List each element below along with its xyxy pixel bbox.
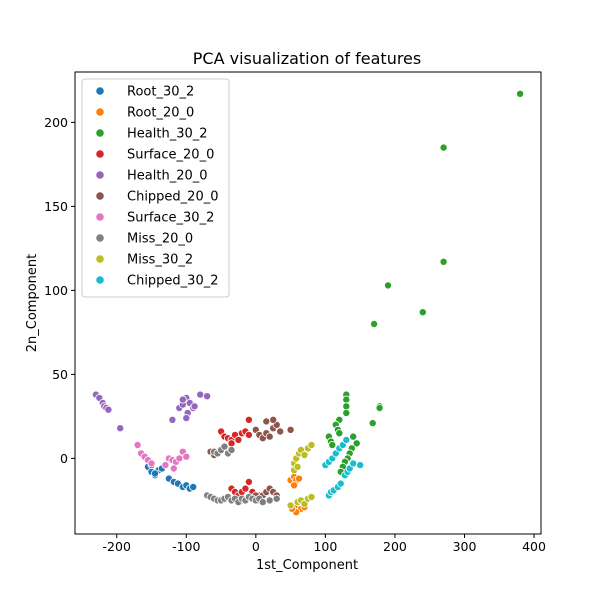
data-point-surface-30-2-12	[169, 464, 178, 473]
data-point-health-30-2-18	[352, 439, 361, 448]
data-point-miss-20-0-22	[258, 498, 267, 507]
data-point-health-20-0-17	[178, 395, 187, 404]
x-tick-label: 300	[453, 539, 477, 554]
legend-marker-health-30-2	[95, 128, 105, 138]
data-point-miss-20-0-24	[272, 494, 281, 503]
data-point-health-20-0-5	[104, 405, 113, 414]
legend: Root_30_2 Root_20_0 Health_30_2 Surface_20_…	[81, 78, 230, 298]
data-point-root-30-2-13	[150, 469, 159, 478]
data-point-miss-20-0-5	[227, 445, 236, 454]
legend-marker-root-30-2	[95, 86, 105, 96]
data-point-root-20-0-4	[290, 481, 299, 490]
plot-frame	[74, 71, 542, 535]
legend-label-root-20-0: Root_20_0	[127, 106, 194, 121]
legend-label-chipped-20-0: Chipped_20_0	[127, 190, 219, 205]
legend-label-health-30-2: Health_30_2	[127, 127, 208, 142]
data-point-health-30-2-2	[439, 257, 448, 266]
data-point-health-30-2-0	[516, 89, 525, 98]
data-point-miss-30-2-14	[286, 501, 295, 510]
data-point-health-20-0-6	[116, 424, 125, 433]
data-point-surface-30-2-4	[147, 459, 156, 468]
y-tick-label: 100	[44, 283, 68, 298]
data-point-health-20-0-15	[203, 392, 212, 401]
y-tick-label: 50	[52, 367, 68, 382]
points-layer	[91, 89, 525, 517]
data-point-chipped-20-0-10	[262, 417, 271, 426]
data-point-chipped-30-2-11	[336, 479, 345, 488]
data-point-miss-30-2-13	[307, 492, 316, 501]
legend-label-chipped-30-2: Chipped_30_2	[127, 274, 219, 289]
data-point-health-30-2-9	[342, 408, 351, 417]
y-tick-label: 0	[60, 451, 68, 466]
x-tick-label: -100	[172, 539, 200, 554]
x-tick-label: -200	[103, 539, 131, 554]
x-tick-label: 0	[252, 539, 260, 554]
data-point-health-30-2-27	[368, 419, 377, 428]
ticks-layer: -200 -100 0 100 200 300 400 0 50 100 150 200	[44, 115, 546, 554]
data-point-surface-20-0-9	[244, 430, 253, 439]
data-point-surface-30-2-0	[133, 440, 142, 449]
legend-marker-miss-30-2	[95, 254, 105, 264]
data-point-health-30-2-1	[439, 143, 448, 152]
legend-marker-surface-20-0	[95, 149, 105, 159]
legend-box	[81, 78, 230, 298]
data-point-miss-30-2-6	[307, 440, 316, 449]
legend-label-root-30-2: Root_30_2	[127, 85, 194, 100]
data-point-surface-30-2-11	[161, 461, 170, 470]
legend-marker-health-20-0	[95, 170, 105, 180]
data-point-health-30-2-5	[370, 319, 379, 328]
data-point-health-30-2-13	[335, 429, 344, 438]
legend-marker-surface-30-2	[95, 212, 105, 222]
data-point-surface-20-0-11	[244, 415, 253, 424]
data-point-surface-20-0-10	[227, 439, 236, 448]
legend-marker-chipped-30-2	[95, 275, 105, 285]
data-point-health-20-0-7	[168, 415, 177, 424]
y-axis-label: 2n_Component	[25, 254, 40, 352]
chart-title: PCA visualization of features	[193, 49, 421, 68]
y-tick-label: 200	[44, 115, 68, 130]
x-axis-label: 1st_Component	[256, 558, 358, 573]
data-point-surface-20-0-6	[234, 435, 243, 444]
data-point-health-20-0-13	[190, 402, 199, 411]
legend-marker-root-20-0	[95, 107, 105, 117]
data-point-health-20-0-18	[182, 414, 191, 423]
legend-label-surface-30-2: Surface_30_2	[127, 211, 214, 226]
data-point-chipped-20-0-9	[276, 427, 285, 436]
data-point-chipped-30-2-16	[349, 459, 358, 468]
data-point-surface-30-2-8	[175, 454, 184, 463]
data-point-chipped-20-0-11	[269, 415, 278, 424]
data-point-surface-20-0-17	[244, 477, 253, 486]
x-tick-label: 200	[383, 539, 407, 554]
data-point-chipped-20-0-6	[265, 432, 274, 441]
data-point-health-20-0-14	[196, 390, 205, 399]
legend-marker-miss-20-0	[95, 233, 105, 243]
x-tick-label: 100	[313, 539, 337, 554]
data-point-root-20-0-3	[294, 474, 303, 483]
x-tick-label: 400	[522, 539, 546, 554]
legend-label-health-20-0: Health_20_0	[127, 169, 208, 184]
data-point-health-30-2-26	[375, 403, 384, 412]
data-point-health-30-2-3	[383, 281, 392, 290]
data-point-health-30-2-7	[342, 395, 351, 404]
legend-label-miss-30-2: Miss_30_2	[127, 253, 193, 268]
data-point-surface-30-2-10	[182, 452, 191, 461]
data-point-chipped-20-0-12	[286, 425, 295, 434]
data-point-miss-30-2-8	[293, 462, 302, 471]
data-point-health-30-2-17	[349, 432, 358, 441]
legend-marker-chipped-20-0	[95, 191, 105, 201]
data-point-chipped-30-2-6	[342, 435, 351, 444]
data-point-health-30-2-8	[342, 402, 351, 411]
legend-label-miss-20-0: Miss_20_0	[127, 232, 193, 247]
data-point-surface-20-0-16	[241, 484, 250, 493]
data-point-miss-20-0-23	[265, 496, 274, 505]
y-tick-label: 150	[44, 199, 68, 214]
legend-label-surface-20-0: Surface_20_0	[127, 148, 214, 163]
data-point-health-30-2-16	[328, 440, 337, 449]
data-point-miss-30-2-4	[300, 450, 309, 459]
data-point-miss-20-0-3	[220, 442, 229, 451]
data-point-root-30-2-12	[189, 482, 198, 491]
data-point-chipped-30-2-15	[356, 461, 365, 470]
data-point-health-30-2-4	[418, 308, 427, 317]
